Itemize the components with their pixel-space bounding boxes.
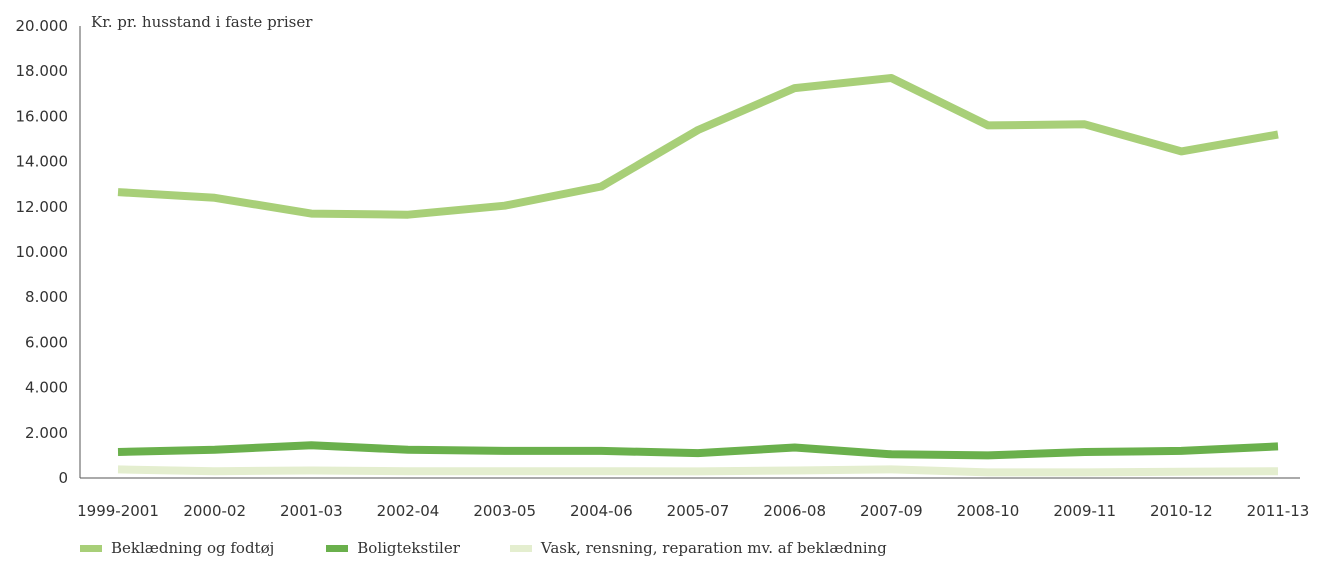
x-tick-label: 2010-12 (1150, 502, 1213, 520)
x-tick-label: 2004-06 (570, 502, 633, 520)
y-tick-label: 14.000 (16, 153, 69, 171)
x-tick-label: 2008-10 (957, 502, 1020, 520)
x-tick-label: 2006-08 (763, 502, 826, 520)
legend-item: Beklædning og fodtøj (80, 539, 274, 557)
y-axis-unit-label: Kr. pr. husstand i faste priser (91, 13, 313, 31)
y-tick-label: 12.000 (16, 198, 69, 216)
legend-swatch (509, 544, 532, 552)
y-tick-label: 0 (58, 469, 68, 487)
y-tick-label: 16.000 (16, 107, 69, 125)
series-lines (117, 74, 1279, 477)
y-tick-label: 6.000 (25, 333, 68, 351)
y-axis: 0 2.000 4.000 6.000 8.000 10.000 12.000 14.000 1… (16, 17, 81, 487)
legend-label: Boligtekstiler (357, 539, 460, 557)
x-tick-label: 2009-11 (1053, 502, 1116, 520)
x-tick-label: 2000-02 (183, 502, 246, 520)
legend: Beklædning og fodtøj Boligtekstiler Vask, … (80, 536, 887, 560)
legend-label: Beklædning og fodtøj (111, 539, 275, 557)
x-tick-label: 2011-13 (1247, 502, 1310, 520)
series-line-1 (117, 74, 1279, 219)
y-tick-label: 18.000 (16, 62, 69, 80)
legend-label: Vask, rensning, reparation mv. af beklæd… (540, 539, 887, 557)
x-tick-label: 2005-07 (667, 502, 730, 520)
x-tick-label: 2007-09 (860, 502, 923, 520)
y-tick-label: 10.000 (16, 243, 69, 261)
x-tick-label: 2002-04 (377, 502, 440, 520)
legend-item: Boligtekstiler (326, 539, 460, 557)
series-line-2 (117, 441, 1279, 460)
legend-swatch (80, 544, 102, 552)
legend-swatch (326, 544, 349, 552)
x-tick-label: 2003-05 (473, 502, 536, 520)
series-line-3 (117, 465, 1279, 477)
y-tick-label: 8.000 (25, 288, 68, 306)
y-tick-label: 4.000 (25, 379, 68, 397)
y-tick-label: 20.000 (16, 17, 69, 35)
legend-item: Vask, rensning, reparation mv. af beklæd… (509, 539, 887, 557)
x-axis: 1999-2001 2000-02 2001-03 2002-04 2003-05 200… (77, 477, 1310, 520)
x-tick-label: 2001-03 (280, 502, 343, 520)
x-tick-label: 1999-2001 (77, 502, 159, 520)
y-tick-label: 2.000 (25, 424, 68, 442)
